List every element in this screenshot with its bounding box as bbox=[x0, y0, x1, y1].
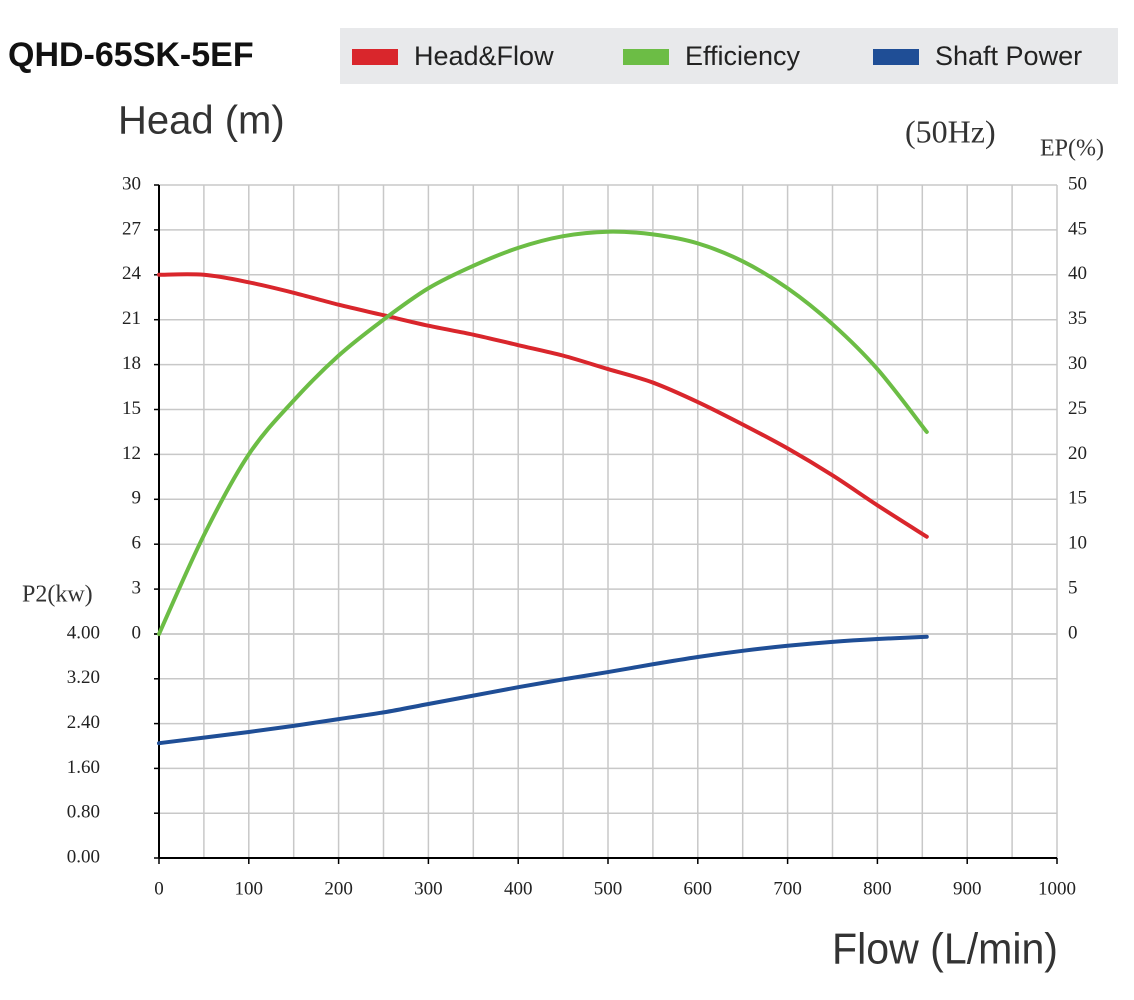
y2-tick-label: 35 bbox=[1068, 308, 1087, 329]
y-tick-label: 24 bbox=[122, 263, 142, 284]
y-tick-label: 9 bbox=[132, 488, 142, 509]
legend-swatch bbox=[352, 49, 398, 65]
chart-title: QHD-65SK-5EF bbox=[8, 36, 254, 74]
legend-label: Efficiency bbox=[685, 41, 801, 71]
x-tick-label: 100 bbox=[235, 878, 264, 899]
y-tick-label: 18 bbox=[122, 353, 141, 374]
y-tick-label: 3 bbox=[132, 577, 142, 598]
x-tick-label: 1000 bbox=[1038, 878, 1076, 899]
p2-tick-label: 0.00 bbox=[67, 846, 100, 867]
x-axis-label: Flow (L/min) bbox=[832, 925, 1058, 974]
x-tick-label: 400 bbox=[504, 878, 533, 899]
y-tick-label: 30 bbox=[122, 173, 141, 194]
y2-tick-label: 45 bbox=[1068, 218, 1087, 239]
x-tick-label: 200 bbox=[324, 878, 353, 899]
p2-axis-label: P2(kw) bbox=[22, 582, 93, 608]
frequency-label: (50Hz) bbox=[905, 113, 996, 149]
legend-label: Shaft Power bbox=[935, 41, 1082, 71]
y2-tick-label: 15 bbox=[1068, 488, 1087, 509]
x-tick-label: 500 bbox=[594, 878, 623, 899]
y2-tick-label: 10 bbox=[1068, 533, 1087, 554]
y2-tick-label: 20 bbox=[1068, 443, 1087, 464]
y2-tick-label: 25 bbox=[1068, 398, 1087, 419]
p2-tick-label: 0.80 bbox=[67, 802, 100, 823]
series-line bbox=[157, 272, 929, 539]
y-axis-label: Head (m) bbox=[118, 99, 285, 143]
y2-tick-label: 5 bbox=[1068, 577, 1078, 598]
y2-tick-label: 40 bbox=[1068, 263, 1087, 284]
y2-tick-label: 30 bbox=[1068, 353, 1087, 374]
y2-axis-label: EP(%) bbox=[1040, 136, 1104, 162]
p2-tick-label: 1.60 bbox=[67, 757, 100, 778]
legend-box bbox=[340, 28, 1118, 84]
legend-label: Head&Flow bbox=[414, 41, 554, 71]
series-line bbox=[157, 229, 929, 636]
x-tick-label: 900 bbox=[953, 878, 982, 899]
y-tick-label: 27 bbox=[122, 218, 141, 239]
y-tick-label: 12 bbox=[122, 443, 141, 464]
x-tick-label: 0 bbox=[154, 878, 164, 899]
y-tick-label: 21 bbox=[122, 308, 141, 329]
p2-tick-label: 2.40 bbox=[67, 712, 100, 733]
y-tick-label: 0 bbox=[132, 622, 142, 643]
y2-tick-label: 0 bbox=[1068, 622, 1078, 643]
y2-tick-label: 50 bbox=[1068, 173, 1087, 194]
y-tick-label: 15 bbox=[122, 398, 141, 419]
series-line bbox=[157, 634, 929, 746]
y-tick-label: 6 bbox=[132, 533, 142, 554]
x-tick-label: 600 bbox=[684, 878, 713, 899]
x-tick-label: 700 bbox=[773, 878, 802, 899]
p2-tick-label: 3.20 bbox=[67, 667, 100, 688]
x-tick-label: 800 bbox=[863, 878, 892, 899]
p2-tick-label: 4.00 bbox=[67, 622, 100, 643]
legend-swatch bbox=[873, 49, 919, 65]
legend-swatch bbox=[623, 49, 669, 65]
x-tick-label: 300 bbox=[414, 878, 443, 899]
